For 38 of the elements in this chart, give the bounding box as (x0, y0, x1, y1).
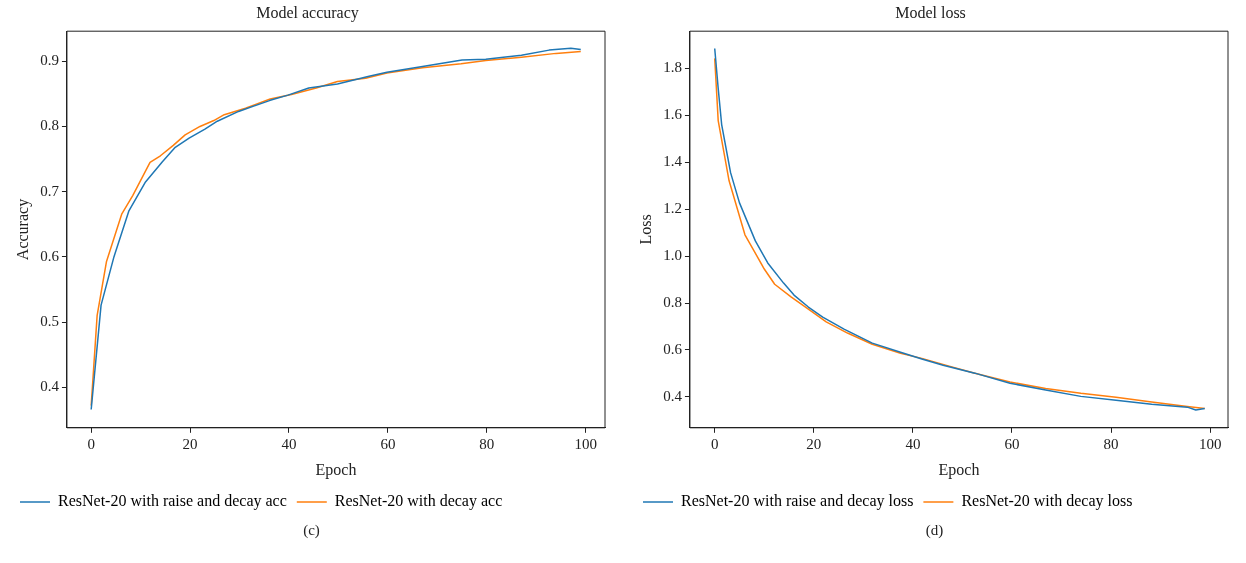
y-tick-label: 0.4 (663, 387, 683, 404)
x-axis-title: Epoch (938, 460, 980, 479)
y-tick-label: 1.6 (663, 106, 683, 123)
text: (d) (924, 522, 945, 539)
y-axis-title: Loss (636, 214, 654, 245)
y-tick-label: 0.4 (40, 378, 60, 395)
x-tick-label: 20 (806, 435, 822, 452)
y-tick-label: 0.8 (40, 117, 59, 134)
y-tick-label: 0.5 (40, 313, 59, 330)
y-tick-label: 0.6 (40, 247, 60, 264)
x-tick-label: 20 (182, 435, 198, 452)
y-tick-label: 1.4 (663, 153, 683, 170)
x-tick-label: 80 (1103, 435, 1119, 452)
text: (c) (302, 522, 321, 539)
y-tick-label: 0.6 (663, 340, 683, 357)
x-tick-label: 100 (1198, 435, 1222, 452)
legend-label: ResNet-20 with raise and decay acc (58, 492, 287, 511)
x-tick-label: 40 (281, 435, 297, 452)
y-tick-label: 0.7 (40, 182, 60, 199)
legend-label: ResNet-20 with decay loss (961, 492, 1133, 511)
x-tick-label: 60 (1004, 435, 1020, 452)
y-tick-label: 1.0 (663, 247, 682, 264)
chart-title: Model accuracy (256, 3, 359, 22)
y-axis-title: Accuracy (13, 198, 32, 261)
y-tick-label: 0.9 (40, 52, 59, 69)
x-tick-label: 0 (710, 435, 719, 452)
x-tick-label: 80 (479, 435, 495, 452)
y-tick-label: 1.8 (663, 59, 682, 76)
y-tick-label: 0.8 (663, 293, 682, 310)
x-axis-title: Epoch (315, 460, 357, 479)
x-tick-label: 60 (380, 435, 396, 452)
x-tick-label: 100 (574, 435, 597, 452)
legend-label: ResNet-20 with decay acc (334, 492, 503, 511)
y-tick-label: 1.2 (663, 200, 682, 217)
chart-title: Model loss (895, 3, 966, 21)
x-tick-label: 0 (87, 435, 95, 452)
x-tick-label: 40 (905, 435, 921, 452)
legend-label: ResNet-20 with raise and decay loss (681, 492, 914, 511)
